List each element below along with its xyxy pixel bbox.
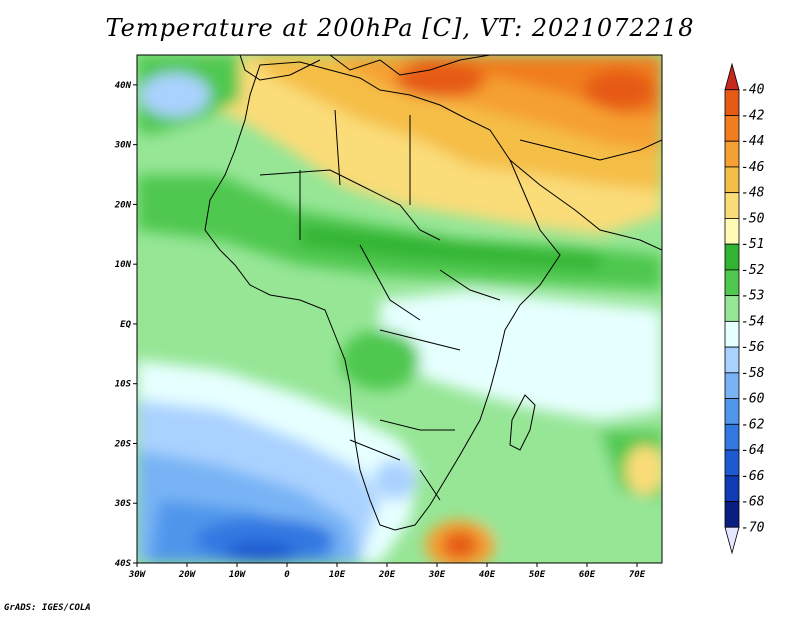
credit-label: GrADS: IGES/COLA: [4, 603, 91, 613]
lat-tick-label: 20S: [114, 439, 132, 449]
lat-tick-label: 30N: [114, 141, 132, 151]
colorbar-segment: [724, 449, 740, 477]
colorbar-label: -46: [741, 160, 765, 175]
coastlines: [204, 55, 662, 531]
colorbar-label: -66: [741, 469, 765, 484]
colorbar-label: -40: [741, 83, 765, 98]
colorbar-segment: [724, 346, 740, 374]
lon-tick-label: 20E: [378, 570, 396, 580]
lon-tick-label: 10W: [229, 570, 247, 580]
colorbar-bottom-arrow: [724, 526, 740, 555]
colorbar-segment: [724, 115, 740, 142]
colorbar-segment: [724, 320, 740, 348]
colorbar: -40 -42 -44 -46 -48 -50 -51 -52 -53 -54 -56 -58 -60 -…: [724, 62, 765, 555]
lon-tick-label: 40E: [479, 570, 496, 580]
colorbar-label: -50: [741, 211, 765, 226]
colorbar-segment: [724, 269, 740, 297]
lon-tick-label: 70E: [629, 570, 646, 580]
colorbar-label: -51: [741, 237, 764, 252]
lon-tick-label: 10E: [329, 570, 346, 580]
colorbar-segment: [724, 475, 740, 502]
colorbar-segment: [724, 398, 740, 425]
lat-tick-label: 40N: [115, 81, 132, 91]
colorbar-segment: [724, 89, 740, 116]
lon-tick-label: 30W: [128, 570, 147, 580]
colorbar-label: -44: [741, 134, 764, 149]
map-frame: [136, 54, 663, 564]
colorbar-label: -56: [741, 340, 765, 355]
lon-tick-label: 0: [284, 570, 290, 580]
colorbar-segment: [724, 140, 740, 168]
lat-tick-label: 30S: [114, 499, 132, 509]
lon-tick-label: 30E: [428, 570, 446, 580]
colorbar-segment: [724, 218, 740, 245]
lon-tick-label: 50E: [529, 570, 546, 580]
lon-tick-label: 20W: [178, 570, 197, 580]
colorbar-label: -48: [741, 186, 765, 201]
colorbar-segment: [724, 192, 740, 219]
map-title: Temperature at 200hPa [C], VT: 202107221…: [105, 14, 695, 42]
colorbar-label: -64: [741, 443, 764, 458]
colorbar-label: -53: [741, 289, 764, 304]
colorbar-segment: [724, 243, 740, 271]
colorbar-segment: [724, 372, 740, 399]
colorbar-label: -70: [741, 520, 765, 535]
colorbar-segment: [724, 166, 740, 194]
lat-tick-label: 40S: [115, 559, 132, 569]
colorbar-label: -60: [741, 392, 765, 407]
colorbar-label: -42: [741, 108, 765, 123]
lon-tick-label: 60E: [579, 570, 596, 580]
longitude-axis: 30W 20W 10W 0 10E 20E 30E 40E 50E 60E 70E: [128, 563, 646, 580]
colorbar-segment: [724, 423, 740, 451]
temperature-field: [137, 55, 662, 563]
colorbar-segment: [724, 295, 740, 322]
lat-tick-label: 10N: [115, 260, 132, 270]
colorbar-top-arrow: [724, 62, 740, 91]
lat-tick-label: EQ: [120, 320, 131, 330]
colorbar-label: -68: [741, 495, 765, 510]
lat-tick-label: 10S: [115, 380, 132, 390]
colorbar-label: -52: [741, 263, 765, 278]
colorbar-label: -62: [741, 417, 765, 432]
colorbar-segment: [724, 501, 740, 528]
lat-tick-label: 20N: [114, 200, 132, 210]
latitude-axis: 40N 30N 20N 10N EQ 10S 20S 30S 40S: [114, 81, 137, 569]
colorbar-label: -54: [741, 314, 764, 329]
colorbar-label: -58: [741, 366, 765, 381]
